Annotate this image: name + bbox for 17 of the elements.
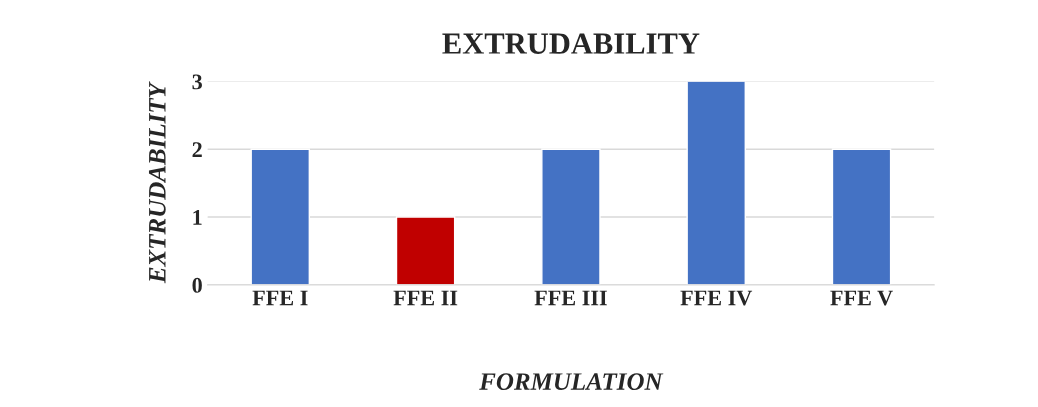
x-tick-label: FFE I: [252, 290, 308, 306]
bar: [250, 148, 311, 285]
y-tick-label: 3: [192, 74, 202, 90]
bar: [686, 81, 746, 285]
y-tick-label: 2: [192, 142, 202, 157]
x-tick-label: FFE IV: [680, 290, 753, 306]
x-axis-title: FORMULATION: [479, 373, 664, 391]
y-tick-label: 0: [192, 277, 202, 293]
chart-title: EXTRUDABILITY: [442, 33, 700, 54]
bar: [831, 148, 892, 285]
y-tick-label: 1: [193, 210, 202, 225]
y-axis-title: EXTRUDABILITY: [148, 81, 166, 284]
bar: [541, 148, 601, 285]
x-tick-label: FFE II: [393, 290, 458, 306]
x-tick-label: FFE III: [534, 290, 607, 306]
x-tick-label: FFE V: [830, 290, 893, 306]
bar: [395, 216, 456, 285]
